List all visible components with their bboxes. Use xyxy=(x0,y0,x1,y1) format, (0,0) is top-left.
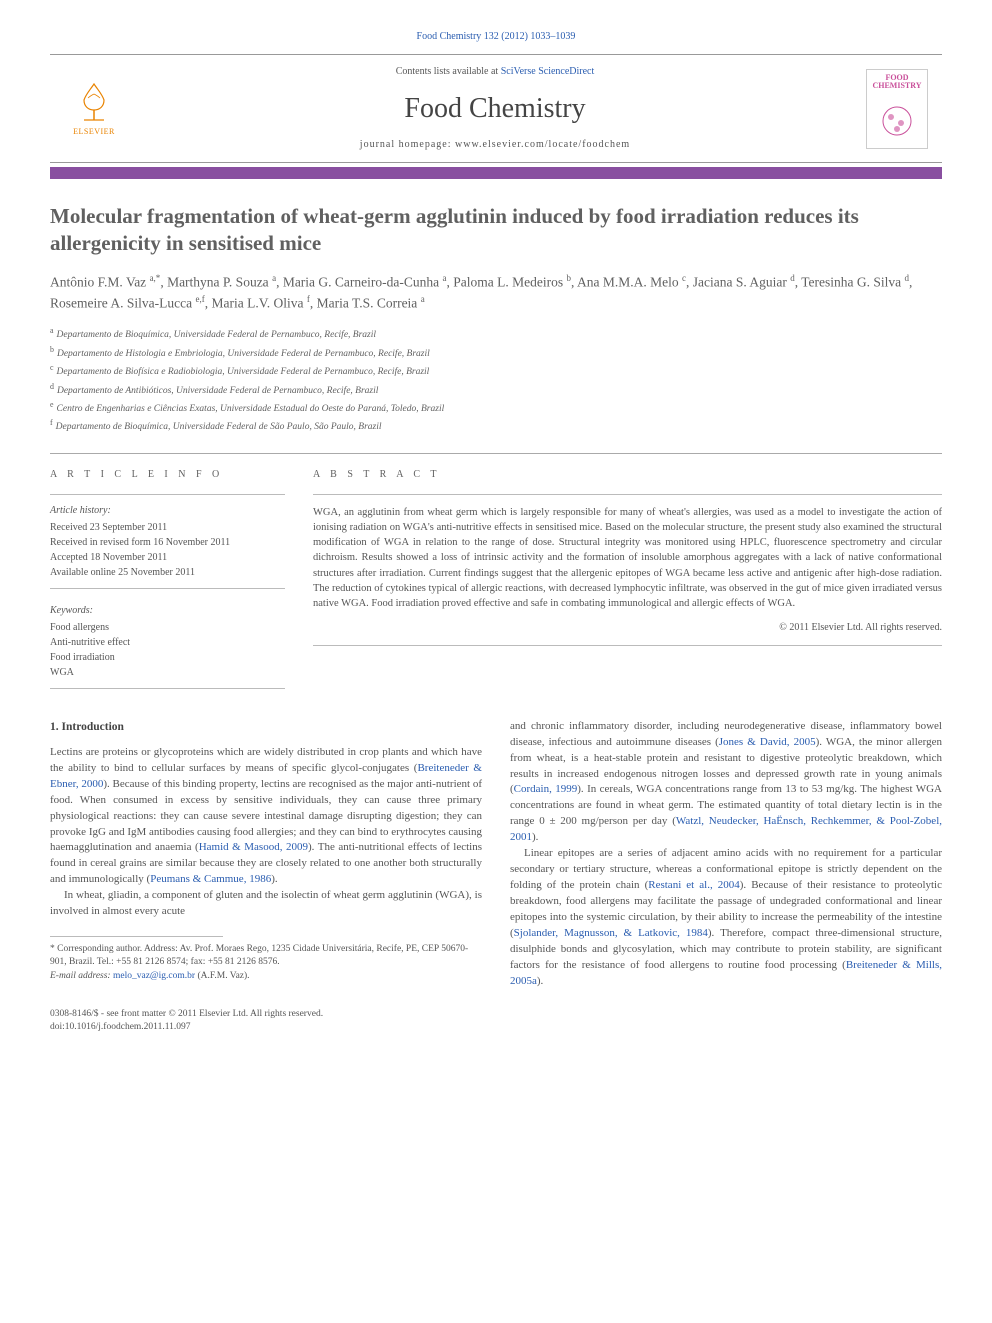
authors-list: Antônio F.M. Vaz a,*, Marthyna P. Souza … xyxy=(50,272,942,314)
keyword-line: Food allergens xyxy=(50,620,285,635)
keyword-line: WGA xyxy=(50,665,285,680)
cover-title: FOOD CHEMISTRY xyxy=(869,74,925,92)
citation-link[interactable]: Restani et al., 2004 xyxy=(648,879,740,891)
homepage-url[interactable]: www.elsevier.com/locate/foodchem xyxy=(455,139,630,150)
journal-ref-link[interactable]: Food Chemistry 132 (2012) 1033–1039 xyxy=(417,31,576,42)
keywords-title: Keywords: xyxy=(50,603,285,618)
journal-reference: Food Chemistry 132 (2012) 1033–1039 xyxy=(50,30,942,44)
citation-link[interactable]: Cordain, 1999 xyxy=(514,783,578,795)
corresponding-footnote: * Corresponding author. Address: Av. Pro… xyxy=(50,943,482,983)
article-info-column: a r t i c l e i n f o Article history: R… xyxy=(50,468,285,689)
abstract-label: a b s t r a c t xyxy=(313,468,942,482)
email-line: E-mail address: melo_vaz@ig.com.br (A.F.… xyxy=(50,970,482,983)
citation-link[interactable]: Peumans & Cammue, 1986 xyxy=(150,873,271,885)
journal-name: Food Chemistry xyxy=(124,89,866,128)
citation-link[interactable]: Breiteneder & Ebner, 2000 xyxy=(50,762,482,790)
affiliation-line: cDepartamento de Biofísica e Radiobiolog… xyxy=(50,362,942,379)
journal-homepage: journal homepage: www.elsevier.com/locat… xyxy=(124,138,866,152)
citation-link[interactable]: Hamid & Masood, 2009 xyxy=(199,841,308,853)
elsevier-word: ELSEVIER xyxy=(73,126,115,137)
footer-doi: doi:10.1016/j.foodchem.2011.11.097 xyxy=(50,1021,323,1034)
history-title: Article history: xyxy=(50,503,285,518)
footer-front-matter: 0308-8146/$ - see front matter © 2011 El… xyxy=(50,1008,323,1021)
homepage-label: journal homepage: xyxy=(360,139,455,150)
body-paragraph: and chronic inflammatory disorder, inclu… xyxy=(510,719,942,847)
affiliation-line: bDepartamento de Histologia e Embriologi… xyxy=(50,344,942,361)
body-paragraph: In wheat, gliadin, a component of gluten… xyxy=(50,888,482,920)
citation-link[interactable]: Sjolander, Magnusson, & Latkovic, 1984 xyxy=(514,927,708,939)
body-two-column: 1. Introduction Lectins are proteins or … xyxy=(50,719,942,990)
abstract-text: WGA, an agglutinin from wheat germ which… xyxy=(313,494,942,612)
corresponding-email-link[interactable]: melo_vaz@ig.com.br xyxy=(113,971,195,981)
body-paragraph: Lectins are proteins or glycoproteins wh… xyxy=(50,745,482,888)
body-left-column: 1. Introduction Lectins are proteins or … xyxy=(50,719,482,990)
sciencedirect-link[interactable]: SciVerse ScienceDirect xyxy=(501,66,595,77)
affiliation-line: eCentro de Engenharias e Ciências Exatas… xyxy=(50,399,942,416)
citation-link[interactable]: Breiteneder & Mills, 2005a xyxy=(510,959,942,987)
history-line: Received 23 September 2011 xyxy=(50,520,285,535)
email-label: E-mail address: xyxy=(50,971,113,981)
corresponding-text: * Corresponding author. Address: Av. Pro… xyxy=(50,943,482,970)
history-line: Accepted 18 November 2011 xyxy=(50,550,285,565)
footnote-separator xyxy=(50,936,223,937)
section-heading-intro: 1. Introduction xyxy=(50,719,482,735)
journal-cover-thumbnail: FOOD CHEMISTRY xyxy=(866,69,928,149)
contents-prefix: Contents lists available at xyxy=(396,66,501,77)
email-suffix: (A.F.M. Vaz). xyxy=(195,971,249,981)
abstract-column: a b s t r a c t WGA, an agglutinin from … xyxy=(313,468,942,689)
keywords-block: Keywords: Food allergensAnti-nutritive e… xyxy=(50,603,285,689)
elsevier-tree-icon xyxy=(72,80,116,124)
article-title: Molecular fragmentation of wheat-germ ag… xyxy=(50,203,942,258)
body-right-column: and chronic inflammatory disorder, inclu… xyxy=(510,719,942,990)
contents-line: Contents lists available at SciVerse Sci… xyxy=(124,65,866,79)
history-line: Available online 25 November 2011 xyxy=(50,565,285,580)
purple-divider-bar xyxy=(50,167,942,179)
article-history-block: Article history: Received 23 September 2… xyxy=(50,494,285,589)
affiliation-line: aDepartamento de Bioquímica, Universidad… xyxy=(50,325,942,342)
elsevier-logo: ELSEVIER xyxy=(64,77,124,141)
page-footer: 0308-8146/$ - see front matter © 2011 El… xyxy=(50,1008,942,1035)
article-info-label: a r t i c l e i n f o xyxy=(50,468,285,482)
cover-art-icon xyxy=(871,91,923,143)
abstract-copyright: © 2011 Elsevier Ltd. All rights reserved… xyxy=(313,621,942,646)
affiliation-line: fDepartamento de Bioquímica, Universidad… xyxy=(50,417,942,434)
history-line: Received in revised form 16 November 201… xyxy=(50,535,285,550)
citation-link[interactable]: Watzl, Neudecker, HaËnsch, Rechkemmer, &… xyxy=(510,815,942,843)
citation-link[interactable]: Jones & David, 2005 xyxy=(719,736,816,748)
affiliations-list: aDepartamento de Bioquímica, Universidad… xyxy=(50,325,942,434)
journal-header: ELSEVIER Contents lists available at Sci… xyxy=(50,54,942,163)
affiliation-line: dDepartamento de Antibióticos, Universid… xyxy=(50,381,942,398)
keyword-line: Food irradiation xyxy=(50,650,285,665)
body-paragraph: Linear epitopes are a series of adjacent… xyxy=(510,846,942,989)
keyword-line: Anti-nutritive effect xyxy=(50,635,285,650)
